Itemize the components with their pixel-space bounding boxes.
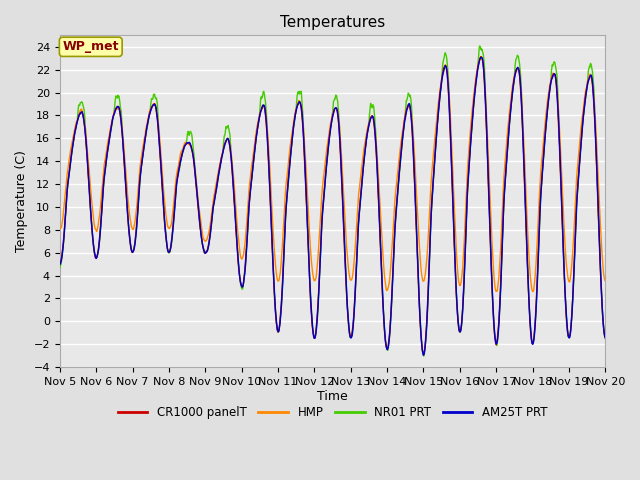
Y-axis label: Temperature (C): Temperature (C) xyxy=(15,150,28,252)
X-axis label: Time: Time xyxy=(317,390,348,403)
Title: Temperatures: Temperatures xyxy=(280,15,385,30)
Text: WP_met: WP_met xyxy=(63,40,119,53)
Legend: CR1000 panelT, HMP, NR01 PRT, AM25T PRT: CR1000 panelT, HMP, NR01 PRT, AM25T PRT xyxy=(113,402,552,424)
